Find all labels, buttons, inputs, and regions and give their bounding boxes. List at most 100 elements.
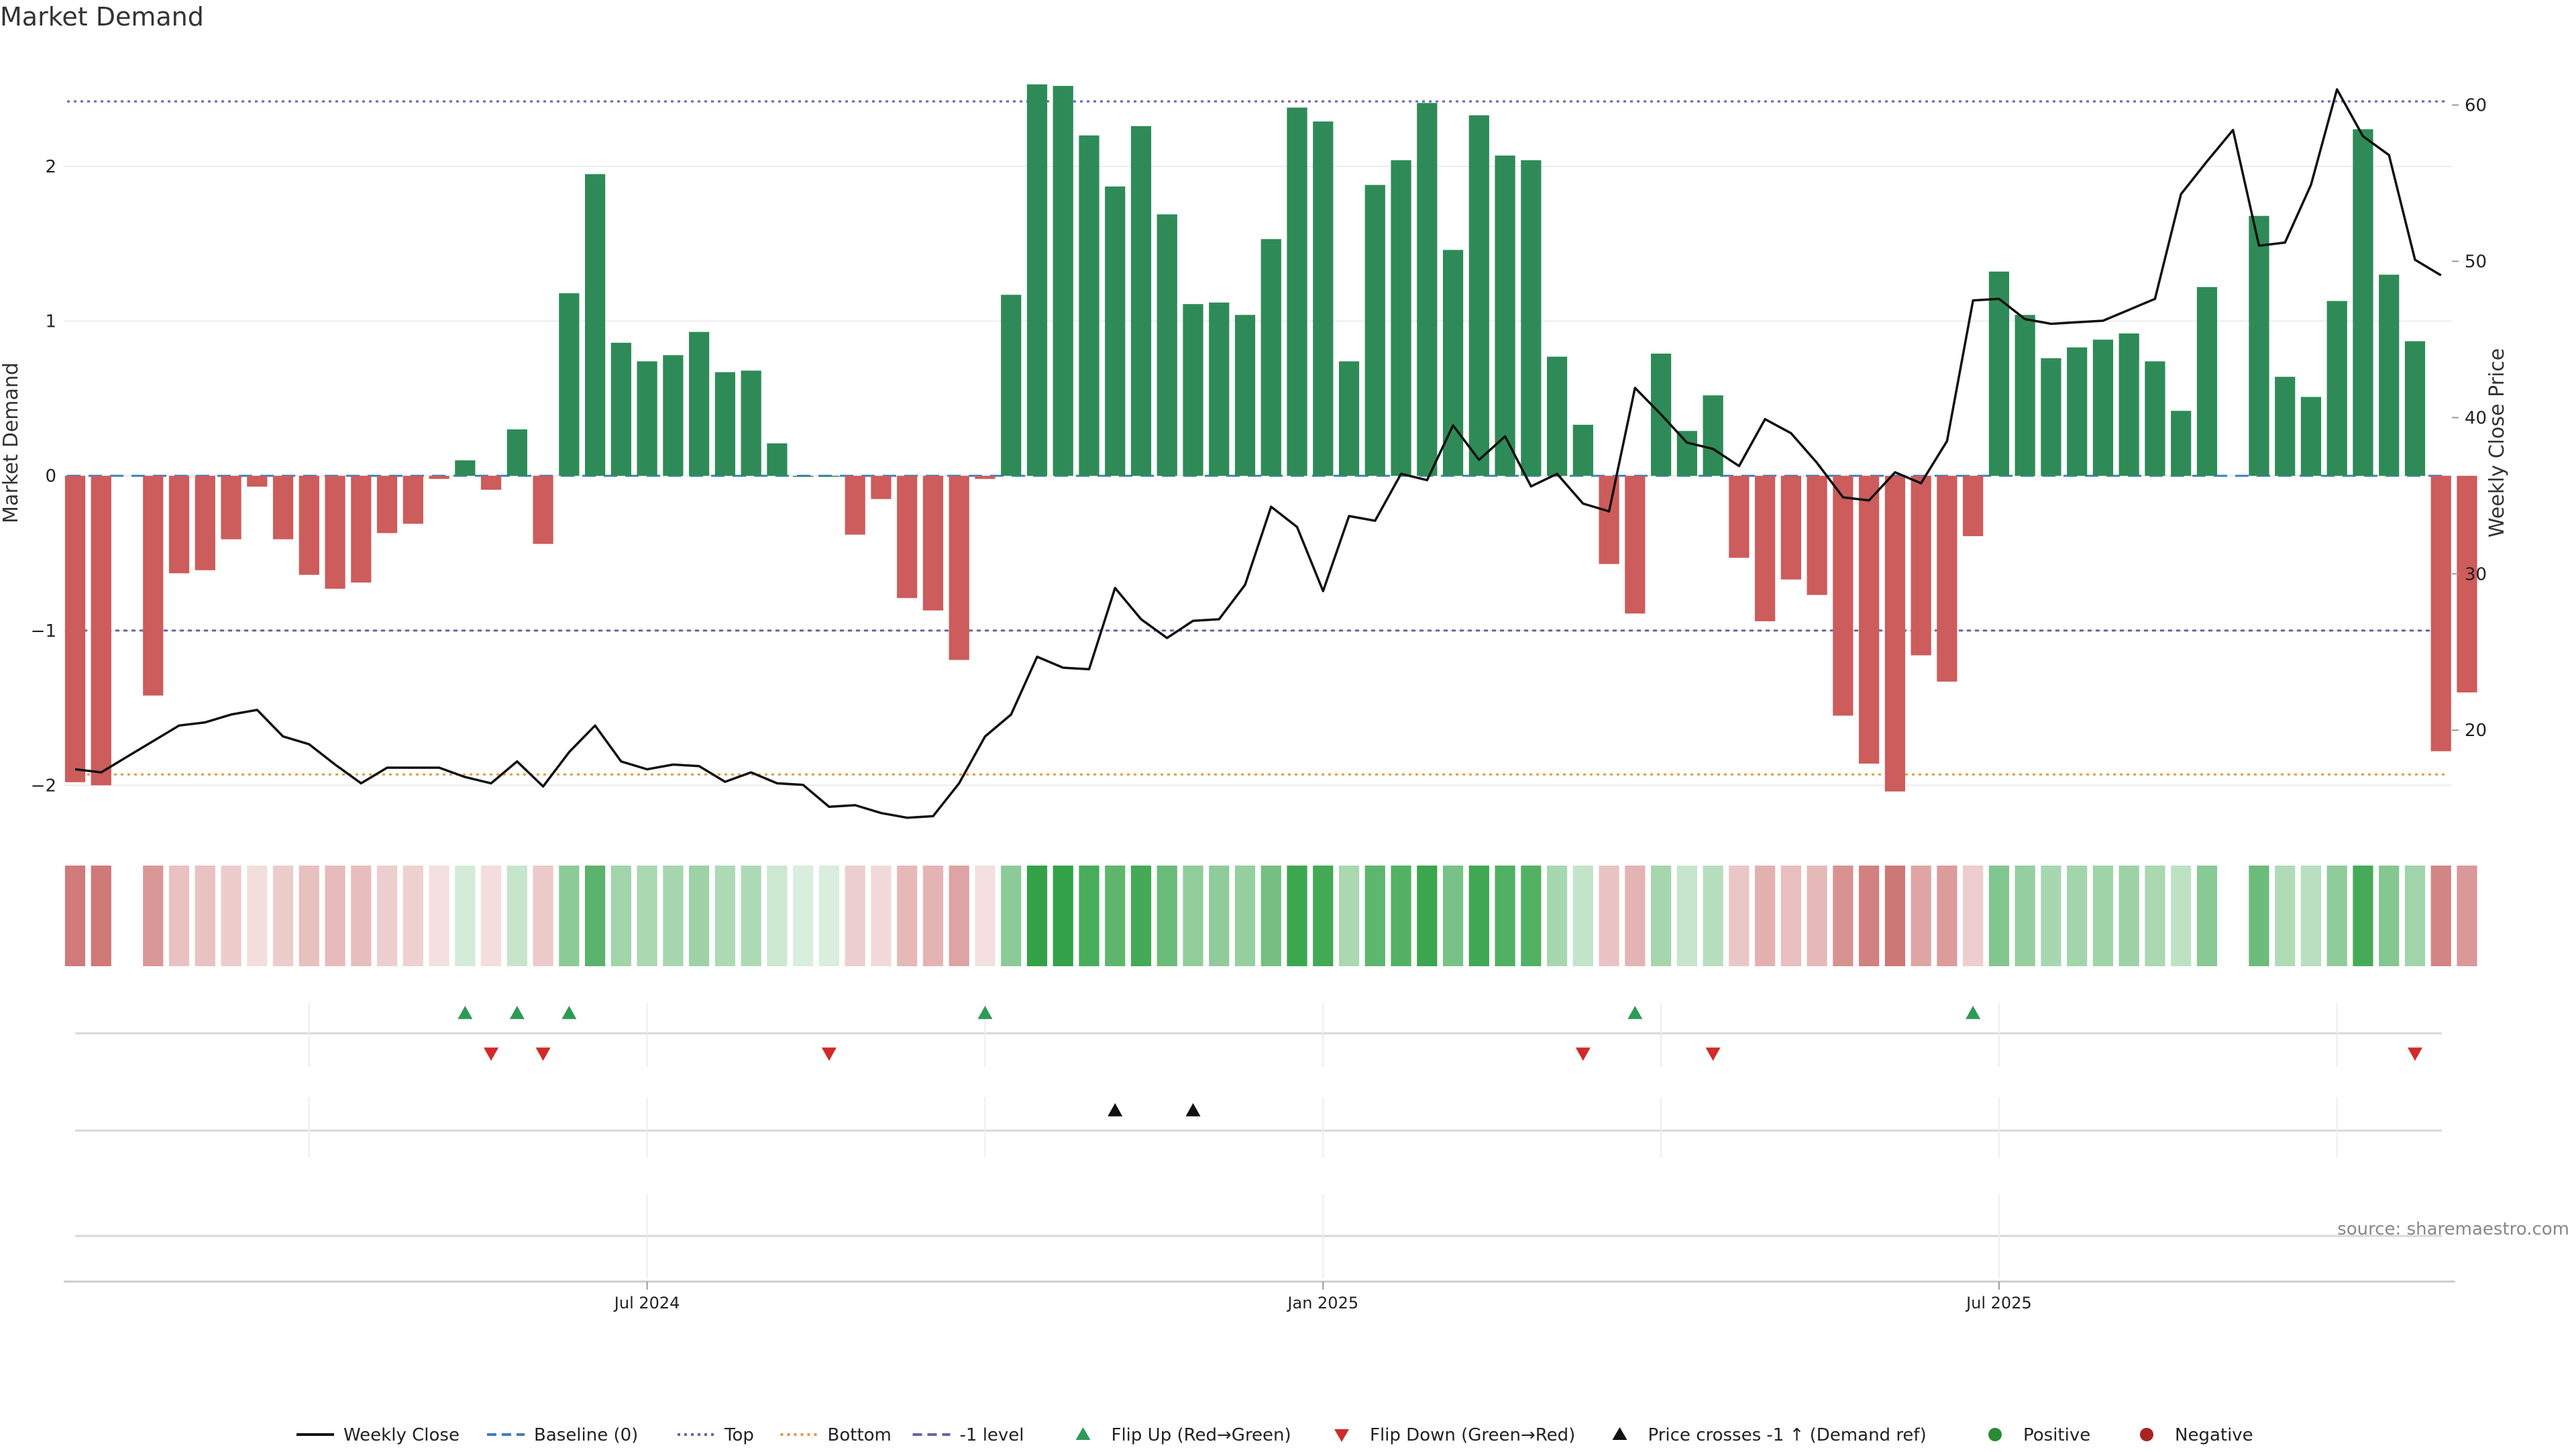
flip-up-marker <box>509 1006 525 1019</box>
demand-bar <box>1391 160 1411 476</box>
legend-swatch <box>1988 1428 2002 1441</box>
heat-strip <box>64 866 2477 966</box>
heat-cell <box>1026 866 1048 966</box>
demand-bar <box>64 476 86 782</box>
heat-cell <box>741 866 761 966</box>
demand-bar <box>637 361 657 476</box>
heat-cell <box>1859 866 1880 966</box>
demand-bar <box>168 476 190 574</box>
legend-item: Flip Up (Red→Green) <box>1075 1425 1291 1445</box>
heat-cell <box>506 866 527 966</box>
demand-bar <box>2353 129 2373 476</box>
heat-cell <box>610 866 631 966</box>
heat-cell <box>2353 866 2373 966</box>
heat-cell <box>922 866 944 966</box>
heat-cell <box>767 866 788 966</box>
y2-axis-label: Weekly Close Price <box>2485 348 2509 537</box>
demand-bar <box>610 342 631 476</box>
flip-up-marker <box>1627 1006 1643 1019</box>
axes: Jul 2024 Jan 2025 Jul 2025 −2 −1 0 1 2 20 30 40 50 6… <box>31 96 2487 1312</box>
legend-item: -1 level <box>912 1425 1024 1445</box>
legend-swatch <box>1612 1427 1627 1440</box>
demand-bar <box>1495 155 1515 476</box>
demand-bar <box>2275 376 2296 476</box>
legend: Weekly Close Baseline (0) Top Bottom -1 leve… <box>297 1425 2253 1445</box>
heat-cell <box>2249 866 2269 966</box>
heat-cell <box>2379 866 2400 966</box>
demand-bar <box>897 476 918 599</box>
demand-bar <box>767 443 788 476</box>
demand-bar <box>2118 333 2139 476</box>
demand-bar <box>2196 287 2218 476</box>
flip-up-marker <box>458 1006 473 1019</box>
heat-cell <box>429 866 449 966</box>
heat-cell <box>1911 866 1931 966</box>
demand-bar <box>975 476 996 479</box>
demand-bar <box>1729 476 1750 558</box>
demand-bar <box>1183 304 1203 476</box>
legend-label: Negative <box>2175 1425 2253 1445</box>
heat-cell <box>1468 866 1489 966</box>
heat-cell <box>1313 866 1334 966</box>
demand-bar <box>1026 84 1048 476</box>
heat-cell <box>1833 866 1854 966</box>
heat-cell <box>1079 866 1099 966</box>
demand-bar <box>2457 476 2477 692</box>
demand-bar <box>1833 476 1854 716</box>
heat-cell <box>689 866 710 966</box>
heat-cell <box>1157 866 1177 966</box>
heat-cell <box>1703 866 1723 966</box>
demand-bar <box>402 476 423 524</box>
demand-bar <box>1676 431 1697 476</box>
y-tick-label: 0 <box>45 466 56 486</box>
flip-down-marker <box>2408 1047 2422 1061</box>
legend-item: Weekly Close <box>297 1425 460 1445</box>
demand-bar <box>272 476 294 539</box>
flip-up-marker <box>977 1006 993 1019</box>
y-axis-label: Market Demand <box>0 362 23 523</box>
x-tick-label: Jul 2024 <box>613 1294 680 1312</box>
demand-bar <box>533 476 553 544</box>
heat-cell <box>2067 866 2088 966</box>
y2-tick-label: 30 <box>2465 564 2487 584</box>
heat-cell <box>845 866 865 966</box>
heat-cell <box>2457 866 2477 966</box>
heat-cell <box>2275 866 2296 966</box>
heat-cell <box>1676 866 1697 966</box>
demand-bar <box>871 476 892 499</box>
demand-bar <box>1859 476 1880 764</box>
demand-bar <box>1313 121 1334 476</box>
demand-bar <box>1364 185 1385 476</box>
demand-bar <box>2430 476 2451 751</box>
legend-item: Flip Down (Green→Red) <box>1334 1425 1575 1445</box>
heat-cell <box>1546 866 1568 966</box>
demand-bar <box>1001 295 1022 476</box>
demand-bar <box>845 476 865 535</box>
demand-bar <box>143 476 164 696</box>
heat-cell <box>2196 866 2218 966</box>
legend-swatch <box>1075 1427 1091 1440</box>
demand-bar <box>455 460 476 476</box>
heat-cell <box>663 866 684 966</box>
demand-bar <box>584 174 606 476</box>
heat-cell <box>2300 866 2322 966</box>
heat-cell <box>1001 866 1022 966</box>
demand-bar <box>299 476 319 575</box>
reference-lines <box>67 100 2447 776</box>
demand-bar <box>2067 347 2088 476</box>
heat-cell <box>2118 866 2139 966</box>
y-tick-label: −1 <box>31 621 56 641</box>
demand-bar <box>949 476 969 660</box>
heat-cell <box>1442 866 1464 966</box>
demand-bar <box>429 476 449 479</box>
heat-cell <box>1963 866 1984 966</box>
heat-cell <box>559 866 580 966</box>
demand-bar <box>91 476 111 786</box>
demand-bar <box>689 331 710 476</box>
demand-bar <box>1703 395 1723 476</box>
heat-cell <box>1130 866 1152 966</box>
legend-item: Positive <box>1988 1425 2090 1445</box>
heat-cell <box>975 866 996 966</box>
demand-bar <box>247 476 268 487</box>
demand-bar <box>480 476 502 490</box>
